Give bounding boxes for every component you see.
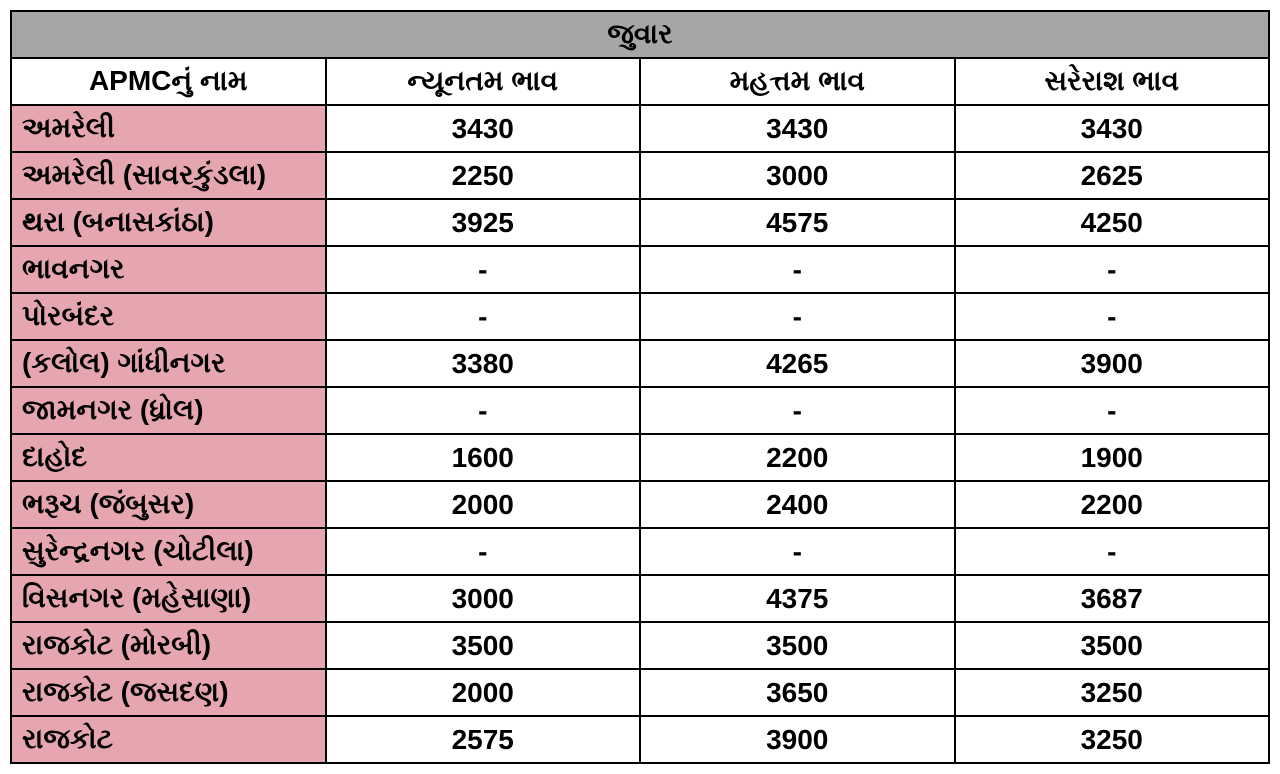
- col-max-price: મહત્તમ ભાવ: [640, 58, 955, 105]
- apmc-name-cell: ભરૂચ (જંબુસર): [11, 481, 326, 528]
- col-min-price: ન્યૂનતમ ભાવ: [326, 58, 641, 105]
- min-price-cell: -: [326, 246, 641, 293]
- table-title: જુવાર: [11, 11, 1269, 58]
- min-price-cell: 3430: [326, 105, 641, 152]
- min-price-cell: -: [326, 528, 641, 575]
- table-row: (કલોલ) ગાંધીનગર338042653900: [11, 340, 1269, 387]
- header-row: APMCનું નામ ન્યૂનતમ ભાવ મહત્તમ ભાવ સરેરા…: [11, 58, 1269, 105]
- table-row: અમરેલી343034303430: [11, 105, 1269, 152]
- max-price-cell: -: [640, 387, 955, 434]
- max-price-cell: 2400: [640, 481, 955, 528]
- apmc-name-cell: રાજકોટ (જસદણ): [11, 669, 326, 716]
- table-row: અમરેલી (સાવરકુંડલા)225030002625: [11, 152, 1269, 199]
- apmc-name-cell: દાહોદ: [11, 434, 326, 481]
- avg-price-cell: 1900: [955, 434, 1270, 481]
- table-row: દાહોદ160022001900: [11, 434, 1269, 481]
- table-row: પોરબંદર---: [11, 293, 1269, 340]
- apmc-name-cell: રાજકોટ (મોરબી): [11, 622, 326, 669]
- avg-price-cell: 3687: [955, 575, 1270, 622]
- avg-price-cell: -: [955, 246, 1270, 293]
- min-price-cell: 3380: [326, 340, 641, 387]
- table-row: જામનગર (ધ્રોલ)---: [11, 387, 1269, 434]
- max-price-cell: -: [640, 528, 955, 575]
- apmc-name-cell: જામનગર (ધ્રોલ): [11, 387, 326, 434]
- min-price-cell: 3925: [326, 199, 641, 246]
- table-row: ભાવનગર---: [11, 246, 1269, 293]
- apmc-name-cell: પોરબંદર: [11, 293, 326, 340]
- table-row: રાજકોટ (જસદણ)200036503250: [11, 669, 1269, 716]
- avg-price-cell: 3250: [955, 716, 1270, 763]
- min-price-cell: 3000: [326, 575, 641, 622]
- min-price-cell: 2000: [326, 481, 641, 528]
- min-price-cell: -: [326, 387, 641, 434]
- avg-price-cell: 3900: [955, 340, 1270, 387]
- avg-price-cell: 3250: [955, 669, 1270, 716]
- apmc-name-cell: રાજકોટ: [11, 716, 326, 763]
- table-body: અમરેલી343034303430અમરેલી (સાવરકુંડલા)225…: [11, 105, 1269, 763]
- avg-price-cell: 4250: [955, 199, 1270, 246]
- min-price-cell: -: [326, 293, 641, 340]
- price-table: જુવાર APMCનું નામ ન્યૂનતમ ભાવ મહત્તમ ભાવ…: [10, 10, 1270, 764]
- min-price-cell: 1600: [326, 434, 641, 481]
- avg-price-cell: -: [955, 528, 1270, 575]
- max-price-cell: 4575: [640, 199, 955, 246]
- apmc-name-cell: ભાવનગર: [11, 246, 326, 293]
- avg-price-cell: 3500: [955, 622, 1270, 669]
- table-row: ભરૂચ (જંબુસર)200024002200: [11, 481, 1269, 528]
- col-apmc-name: APMCનું નામ: [11, 58, 326, 105]
- min-price-cell: 2575: [326, 716, 641, 763]
- min-price-cell: 2000: [326, 669, 641, 716]
- max-price-cell: 4265: [640, 340, 955, 387]
- apmc-name-cell: સુરેન્દ્રનગર (ચોટીલા): [11, 528, 326, 575]
- avg-price-cell: 2200: [955, 481, 1270, 528]
- avg-price-cell: -: [955, 293, 1270, 340]
- table-row: રાજકોટ257539003250: [11, 716, 1269, 763]
- col-avg-price: સરેરાશ ભાવ: [955, 58, 1270, 105]
- max-price-cell: -: [640, 293, 955, 340]
- table-row: સુરેન્દ્રનગર (ચોટીલા)---: [11, 528, 1269, 575]
- title-row: જુવાર: [11, 11, 1269, 58]
- max-price-cell: 3900: [640, 716, 955, 763]
- max-price-cell: 3650: [640, 669, 955, 716]
- max-price-cell: 3000: [640, 152, 955, 199]
- max-price-cell: 4375: [640, 575, 955, 622]
- table-row: વિસનગર (મહેસાણા)300043753687: [11, 575, 1269, 622]
- min-price-cell: 2250: [326, 152, 641, 199]
- avg-price-cell: 3430: [955, 105, 1270, 152]
- apmc-name-cell: થરા (બનાસકાંઠા): [11, 199, 326, 246]
- avg-price-cell: 2625: [955, 152, 1270, 199]
- avg-price-cell: -: [955, 387, 1270, 434]
- table-row: રાજકોટ (મોરબી)350035003500: [11, 622, 1269, 669]
- max-price-cell: 3430: [640, 105, 955, 152]
- max-price-cell: -: [640, 246, 955, 293]
- apmc-name-cell: (કલોલ) ગાંધીનગર: [11, 340, 326, 387]
- apmc-name-cell: અમરેલી (સાવરકુંડલા): [11, 152, 326, 199]
- apmc-name-cell: વિસનગર (મહેસાણા): [11, 575, 326, 622]
- apmc-name-cell: અમરેલી: [11, 105, 326, 152]
- max-price-cell: 2200: [640, 434, 955, 481]
- table-row: થરા (બનાસકાંઠા)392545754250: [11, 199, 1269, 246]
- max-price-cell: 3500: [640, 622, 955, 669]
- min-price-cell: 3500: [326, 622, 641, 669]
